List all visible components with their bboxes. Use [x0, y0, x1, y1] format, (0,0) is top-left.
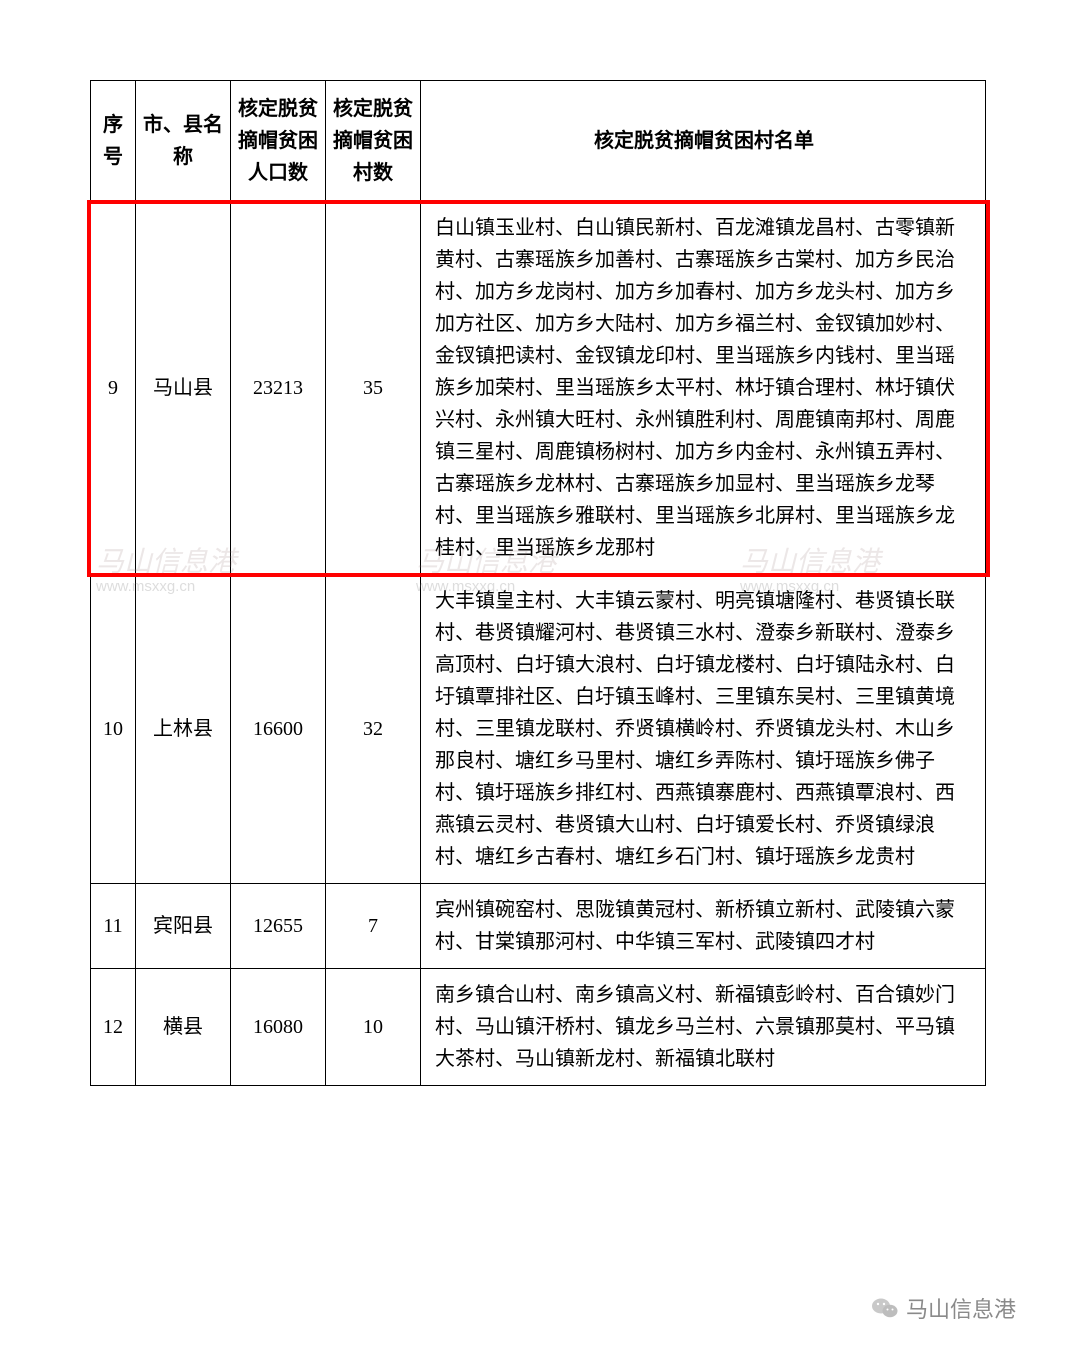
- footer-source-label: 马山信息港: [906, 1292, 1016, 1324]
- cell-county: 马山县: [136, 202, 231, 575]
- header-seq: 序号: [91, 81, 136, 202]
- table-row: 9马山县2321335白山镇玉业村、白山镇民新村、百龙滩镇龙昌村、古零镇新黄村、…: [91, 202, 986, 575]
- cell-county: 横县: [136, 969, 231, 1086]
- cell-population: 12655: [231, 884, 326, 969]
- cell-village-count: 32: [326, 575, 421, 884]
- cell-county: 上林县: [136, 575, 231, 884]
- table-row: 11宾阳县126557宾州镇碗窑村、思陇镇黄冠村、新桥镇立新村、武陵镇六蒙村、甘…: [91, 884, 986, 969]
- cell-seq: 9: [91, 202, 136, 575]
- cell-village-count: 10: [326, 969, 421, 1086]
- cell-village-count: 7: [326, 884, 421, 969]
- footer-source: 马山信息港: [872, 1292, 1016, 1324]
- cell-population: 16080: [231, 969, 326, 1086]
- cell-seq: 11: [91, 884, 136, 969]
- cell-population: 23213: [231, 202, 326, 575]
- header-village-list: 核定脱贫摘帽贫困村名单: [421, 81, 986, 202]
- table-header-row: 序号 市、县名称 核定脱贫摘帽贫困人口数 核定脱贫摘帽贫困村数 核定脱贫摘帽贫困…: [91, 81, 986, 202]
- table-row: 10上林县1660032大丰镇皇主村、大丰镇云蒙村、明亮镇塘隆村、巷贤镇长联村、…: [91, 575, 986, 884]
- cell-village-list: 南乡镇合山村、南乡镇高义村、新福镇彭岭村、百合镇妙门村、马山镇汗桥村、镇龙乡马兰…: [421, 969, 986, 1086]
- table-body: 9马山县2321335白山镇玉业村、白山镇民新村、百龙滩镇龙昌村、古零镇新黄村、…: [91, 202, 986, 1086]
- header-population: 核定脱贫摘帽贫困人口数: [231, 81, 326, 202]
- cell-village-list: 宾州镇碗窑村、思陇镇黄冠村、新桥镇立新村、武陵镇六蒙村、甘棠镇那河村、中华镇三军…: [421, 884, 986, 969]
- cell-population: 16600: [231, 575, 326, 884]
- header-village-count: 核定脱贫摘帽贫困村数: [326, 81, 421, 202]
- cell-village-list: 白山镇玉业村、白山镇民新村、百龙滩镇龙昌村、古零镇新黄村、古寨瑶族乡加善村、古寨…: [421, 202, 986, 575]
- cell-seq: 10: [91, 575, 136, 884]
- cell-seq: 12: [91, 969, 136, 1086]
- table-row: 12横县1608010南乡镇合山村、南乡镇高义村、新福镇彭岭村、百合镇妙门村、马…: [91, 969, 986, 1086]
- header-county: 市、县名称: [136, 81, 231, 202]
- cell-county: 宾阳县: [136, 884, 231, 969]
- cell-village-list: 大丰镇皇主村、大丰镇云蒙村、明亮镇塘隆村、巷贤镇长联村、巷贤镇耀河村、巷贤镇三水…: [421, 575, 986, 884]
- wechat-icon: [872, 1297, 898, 1319]
- cell-village-count: 35: [326, 202, 421, 575]
- poverty-village-table: 序号 市、县名称 核定脱贫摘帽贫困人口数 核定脱贫摘帽贫困村数 核定脱贫摘帽贫困…: [90, 80, 986, 1086]
- poverty-village-table-wrap: 序号 市、县名称 核定脱贫摘帽贫困人口数 核定脱贫摘帽贫困村数 核定脱贫摘帽贫困…: [90, 80, 986, 1086]
